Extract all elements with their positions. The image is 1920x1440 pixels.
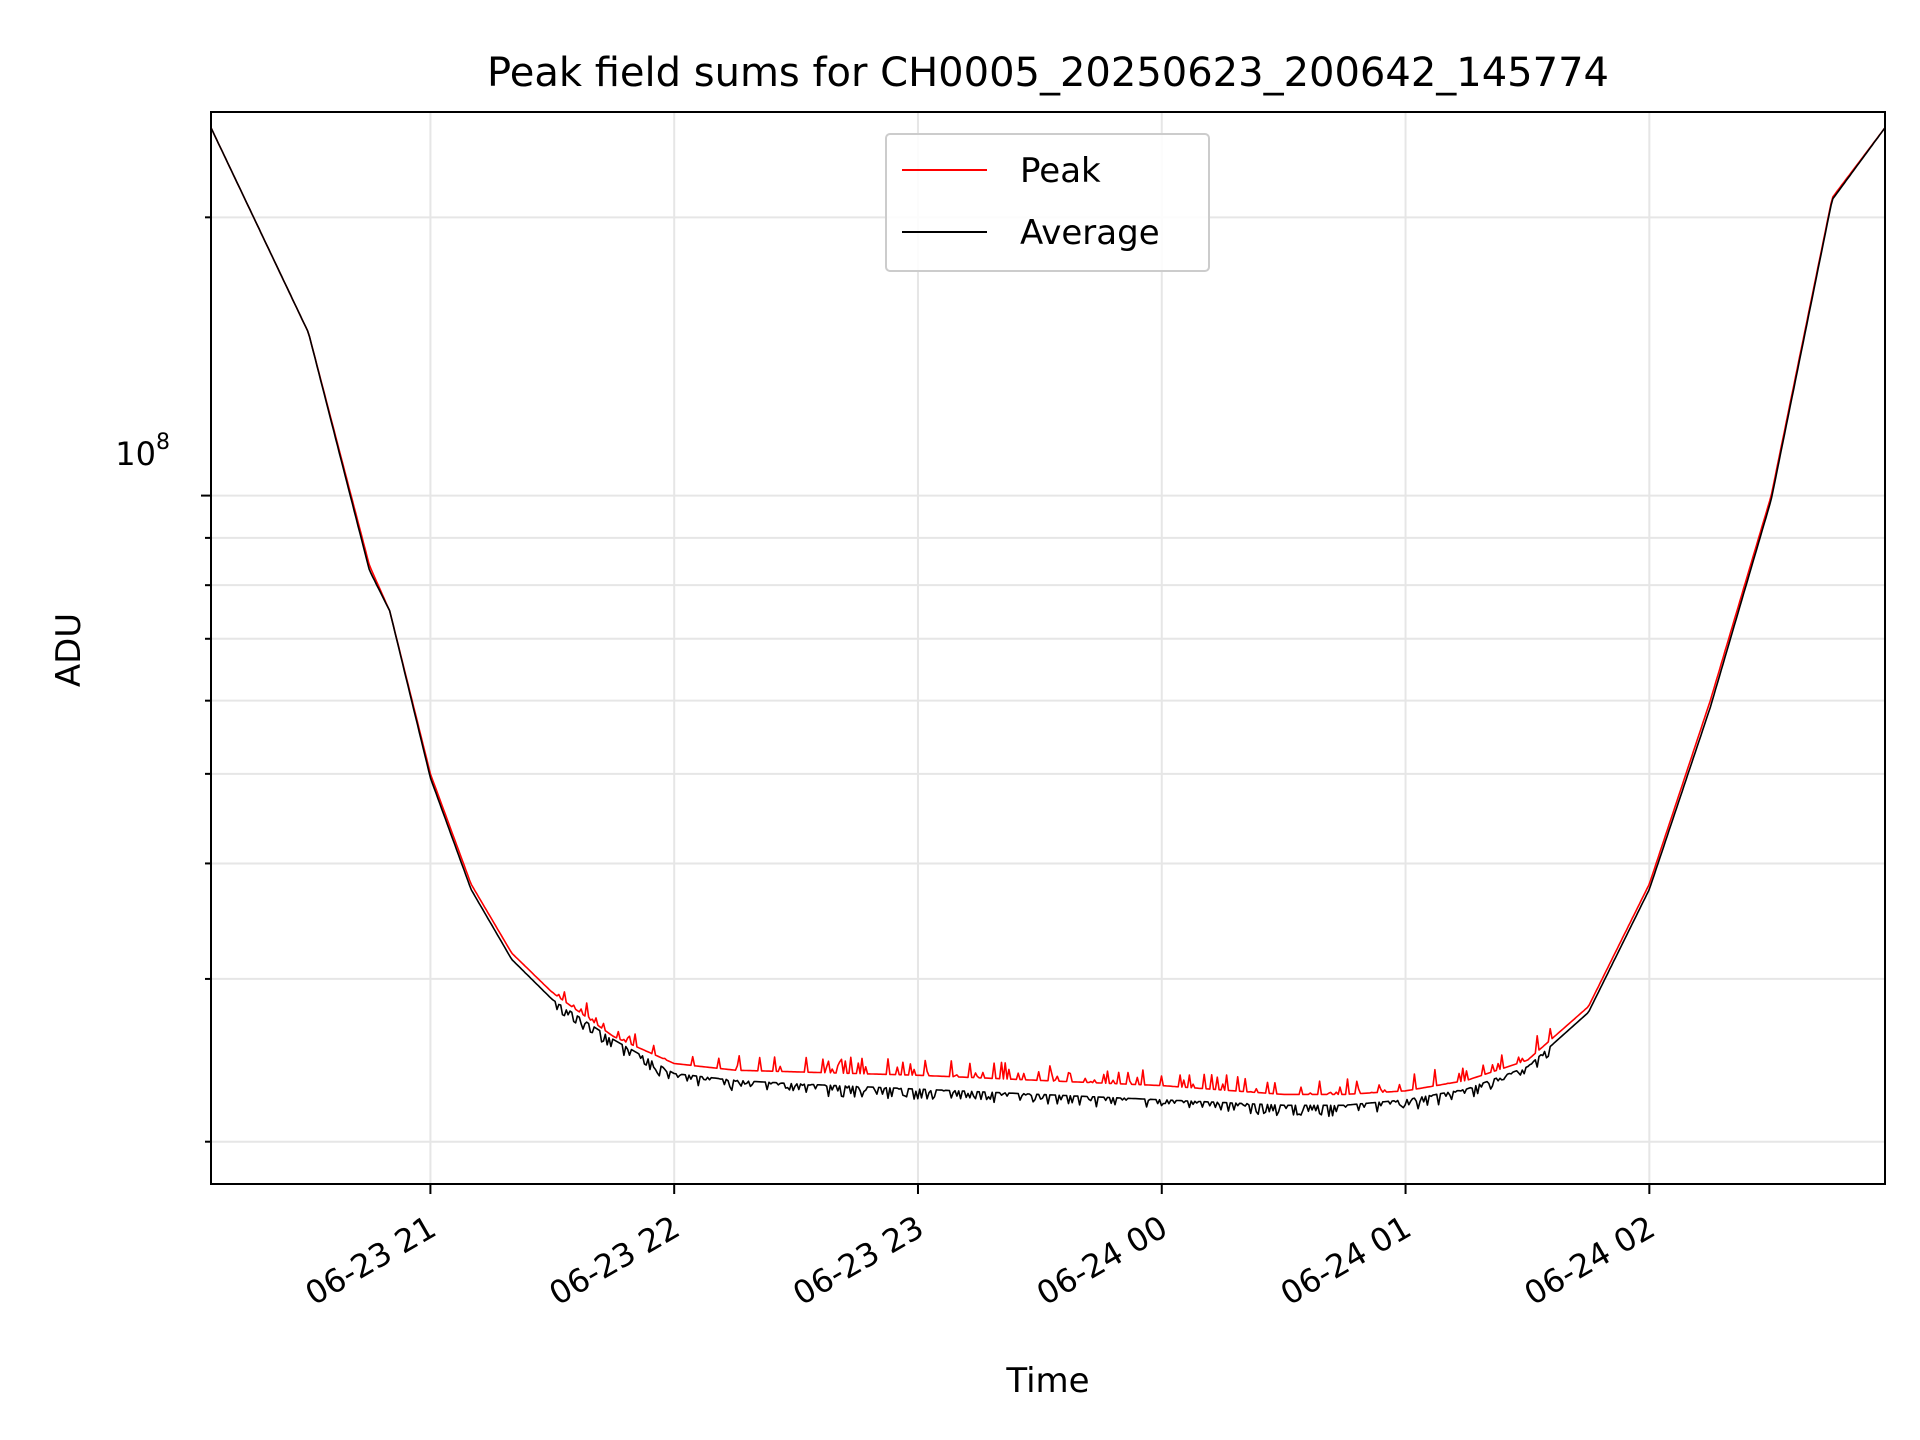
chart-title: Peak field sums for CH0005_20250623_2006… xyxy=(487,50,1609,96)
legend-label-peak: Peak xyxy=(1020,151,1101,191)
x-axis-label: Time xyxy=(1005,1361,1089,1401)
plot-frame xyxy=(210,111,1886,1185)
legend-box xyxy=(885,133,1210,272)
y-tick-base: 10 xyxy=(115,435,156,473)
legend: Peak Average xyxy=(885,133,1210,272)
legend-label-average: Average xyxy=(1020,213,1160,253)
series-layer xyxy=(210,127,1886,1118)
grid-lines xyxy=(211,112,1885,1184)
series-line-average xyxy=(210,127,1886,1118)
y-axis: 108 xyxy=(115,216,211,1143)
y-tick-exponent: 8 xyxy=(156,430,170,455)
y-tick-label-1e8: 108 xyxy=(115,430,170,473)
series-line-peak xyxy=(210,127,1886,1096)
y-axis-label: ADU xyxy=(49,613,89,687)
